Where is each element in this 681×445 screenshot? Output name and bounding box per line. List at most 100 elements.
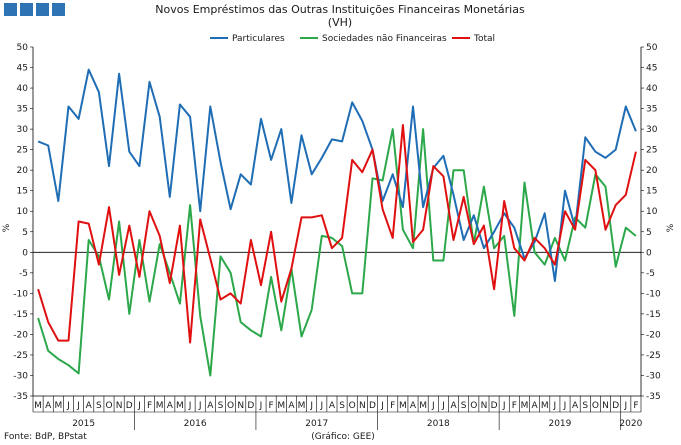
header-square-3: [36, 3, 49, 16]
y-tick-label-right: 50: [646, 43, 658, 53]
series-line-particulares: [37, 68, 637, 282]
y-tick-label-left: 35: [17, 105, 28, 115]
legend-label-total: Total: [473, 34, 495, 44]
month-tick-label: J: [76, 401, 80, 411]
y-tick-label-right: -10: [646, 289, 661, 299]
y-tick-label-right: -30: [646, 371, 661, 381]
month-tick-label: F: [633, 401, 638, 411]
month-tick-label: N: [602, 401, 609, 411]
year-label: 2015: [72, 419, 95, 429]
y-tick-label-left: -35: [13, 392, 28, 402]
y-tick-label-left: 30: [17, 125, 29, 135]
y-tick-label-left: 0: [22, 248, 28, 258]
y-tick-label-right: 25: [646, 146, 657, 156]
month-tick-label: J: [66, 401, 70, 411]
y-tick-label-right: -25: [646, 351, 661, 361]
legend-label-particulares: Particulares: [232, 34, 285, 44]
month-tick-label: N: [116, 401, 123, 411]
month-tick-label: J: [319, 401, 323, 411]
month-tick-label: J: [137, 401, 141, 411]
month-tick-label: O: [105, 401, 112, 411]
y-tick-label-right: 10: [646, 207, 658, 217]
y-tick-label-left: 15: [17, 187, 28, 197]
year-label: 2016: [184, 419, 207, 429]
y-tick-label-left: -10: [13, 289, 28, 299]
month-tick-label: A: [167, 401, 174, 411]
month-tick-label: A: [532, 401, 539, 411]
legend-label-sociedades-nao-financeiras: Sociedades não Financeiras: [322, 34, 447, 44]
y-tick-label-right: 20: [646, 166, 658, 176]
month-tick-label: J: [188, 401, 192, 411]
y-tick-label-left: 5: [22, 228, 28, 238]
chart-subtitle: (VH): [328, 16, 352, 29]
graphic-credit: (Gráfico: GEE): [311, 432, 375, 442]
y-tick-label-right: 35: [646, 105, 657, 115]
chart-title: Novos Empréstimos das Outras Instituiçõe…: [155, 3, 525, 16]
y-tick-label-right: -5: [646, 269, 655, 279]
y-tick-label-left: 25: [17, 146, 28, 156]
month-tick-label: J: [502, 401, 506, 411]
y-tick-label-left: 40: [17, 84, 29, 94]
month-tick-label: J: [380, 401, 384, 411]
y-tick-label-left: -30: [13, 371, 28, 381]
month-tick-label: A: [207, 401, 214, 411]
month-tick-label: N: [359, 401, 366, 411]
month-tick-label: A: [572, 401, 579, 411]
month-tick-label: A: [410, 401, 417, 411]
month-tick-label: A: [288, 401, 295, 411]
month-tick-label: N: [481, 401, 488, 411]
month-tick-label: A: [329, 401, 336, 411]
month-tick-label: M: [298, 401, 306, 411]
month-tick-label: M: [34, 401, 42, 411]
month-tick-label: F: [147, 401, 152, 411]
month-tick-label: M: [419, 401, 427, 411]
month-tick-label: M: [54, 401, 62, 411]
year-label: 2017: [305, 419, 328, 429]
month-tick-label: J: [553, 401, 557, 411]
year-label: 2018: [427, 419, 450, 429]
month-tick-label: D: [247, 401, 254, 411]
month-tick-label: F: [512, 401, 517, 411]
y-tick-label-right: 30: [646, 125, 658, 135]
month-tick-label: D: [612, 401, 619, 411]
y-tick-label-left: 45: [17, 64, 28, 74]
y-tick-label-right: 40: [646, 84, 658, 94]
month-tick-label: O: [227, 401, 234, 411]
month-tick-label: D: [491, 401, 498, 411]
y-tick-label-right: 0: [646, 248, 652, 258]
y-axis-label-left: %: [2, 223, 12, 232]
y-tick-label-right: 45: [646, 64, 657, 74]
month-tick-label: A: [86, 401, 93, 411]
month-tick-label: F: [269, 401, 274, 411]
month-tick-label: J: [441, 401, 445, 411]
y-tick-label-right: -35: [646, 392, 661, 402]
month-tick-label: J: [259, 401, 263, 411]
legend: Particulares Sociedades não Financeiras To…: [210, 34, 495, 44]
month-tick-label: D: [126, 401, 133, 411]
month-tick-label: A: [45, 401, 52, 411]
month-tick-label: M: [521, 401, 529, 411]
header-square-4: [52, 3, 65, 16]
month-tick-label: J: [623, 401, 627, 411]
month-tick-label: O: [592, 401, 599, 411]
month-tick-label: S: [461, 401, 467, 411]
month-tick-label: F: [390, 401, 395, 411]
month-tick-label: O: [349, 401, 356, 411]
month-tick-label: D: [369, 401, 376, 411]
y-tick-label-left: 10: [17, 207, 29, 217]
year-label: 2020: [619, 419, 642, 429]
y-tick-label-left: 50: [17, 43, 29, 53]
y-tick-label-left: -20: [13, 330, 28, 340]
y-tick-label-left: -15: [13, 310, 28, 320]
month-tick-label: O: [470, 401, 477, 411]
month-tick-label: M: [156, 401, 164, 411]
month-tick-label: S: [339, 401, 345, 411]
month-tick-label: J: [198, 401, 202, 411]
y-tick-label-right: -15: [646, 310, 661, 320]
month-tick-label: M: [541, 401, 549, 411]
y-tick-label-right: -20: [646, 330, 661, 340]
month-tick-label: J: [309, 401, 313, 411]
y-axis-label-right: %: [666, 223, 676, 232]
